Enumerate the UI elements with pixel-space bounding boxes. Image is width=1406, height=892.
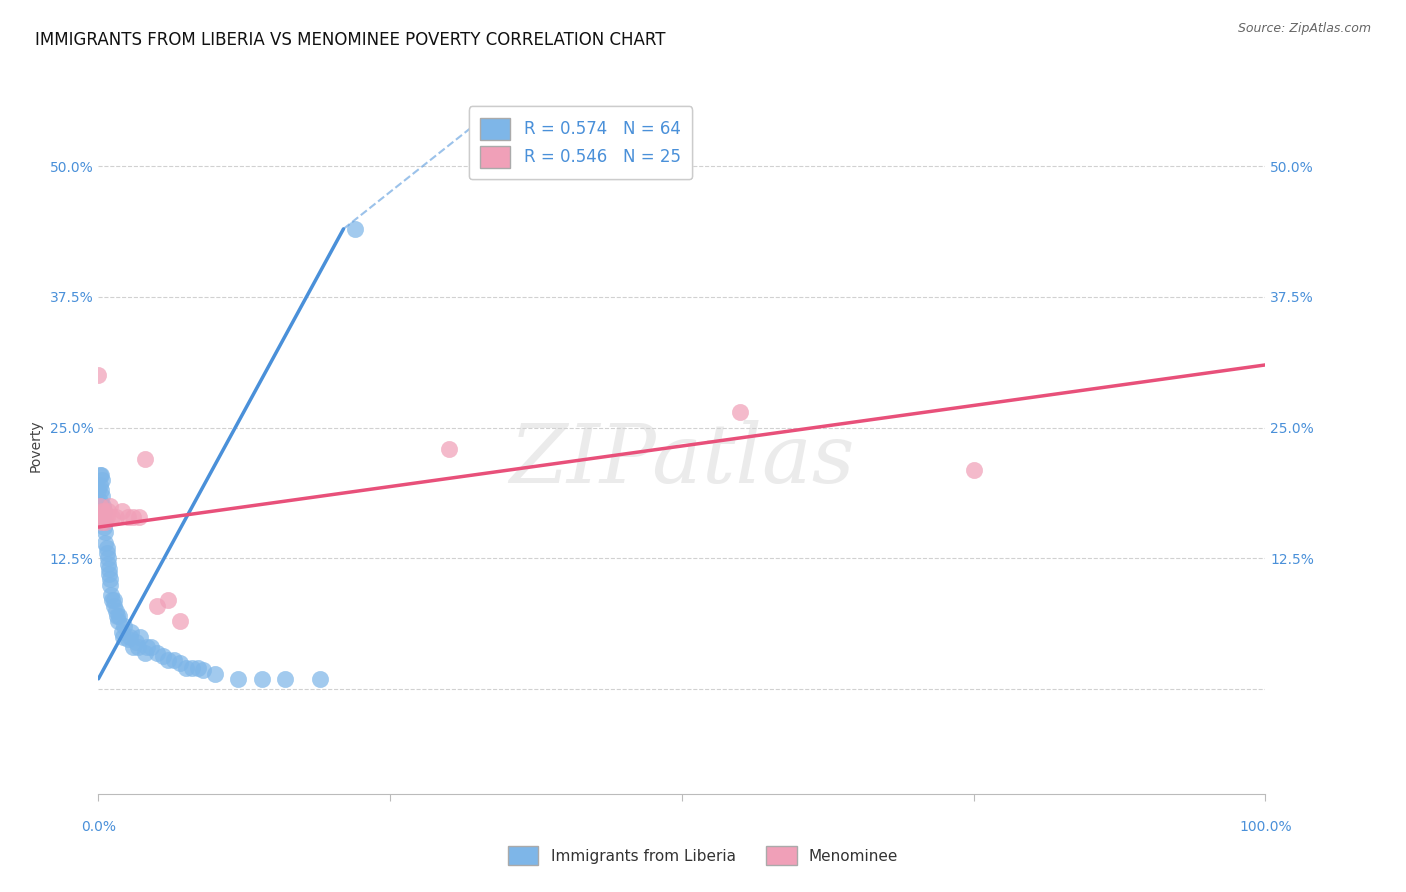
Point — [90, 509, 112, 524]
Point — [93, 504, 115, 518]
Point — [91, 509, 114, 524]
Point — [152, 648, 174, 663]
Point — [90, 467, 112, 482]
Point — [118, 630, 141, 644]
Point — [89, 494, 111, 508]
Point — [100, 588, 122, 602]
Point — [97, 551, 120, 566]
Point — [169, 614, 191, 628]
Point — [344, 222, 367, 236]
Point — [87, 504, 110, 518]
Point — [146, 599, 169, 613]
Point — [136, 640, 159, 655]
Point — [274, 672, 297, 686]
Point — [107, 614, 129, 628]
Point — [122, 640, 145, 655]
Text: Source: ZipAtlas.com: Source: ZipAtlas.com — [1237, 22, 1371, 36]
Point — [87, 483, 110, 498]
Point — [97, 504, 120, 518]
Point — [101, 593, 124, 607]
Point — [93, 520, 115, 534]
Point — [93, 515, 115, 529]
Point — [96, 509, 118, 524]
Point — [96, 546, 118, 560]
Point — [94, 515, 117, 529]
Point — [437, 442, 460, 456]
Point — [309, 672, 332, 686]
Point — [180, 661, 202, 675]
Point — [111, 630, 134, 644]
Point — [169, 656, 191, 670]
Point — [125, 635, 148, 649]
Point — [250, 672, 273, 686]
Point — [97, 562, 120, 576]
Point — [730, 405, 752, 419]
Point — [157, 653, 180, 667]
Point — [98, 573, 121, 587]
Point — [97, 567, 120, 582]
Point — [117, 632, 139, 646]
Text: 0.0%: 0.0% — [82, 820, 115, 834]
Point — [90, 473, 112, 487]
Point — [103, 593, 125, 607]
Point — [98, 577, 121, 591]
Point — [89, 499, 111, 513]
Y-axis label: Poverty: Poverty — [28, 420, 42, 472]
Point — [101, 509, 124, 524]
Point — [163, 653, 186, 667]
Point — [94, 525, 117, 540]
Point — [204, 666, 226, 681]
Point — [97, 557, 120, 571]
Legend: R = 0.574   N = 64, R = 0.546   N = 25: R = 0.574 N = 64, R = 0.546 N = 25 — [468, 106, 692, 179]
Point — [108, 609, 131, 624]
Text: IMMIGRANTS FROM LIBERIA VS MENOMINEE POVERTY CORRELATION CHART: IMMIGRANTS FROM LIBERIA VS MENOMINEE POV… — [35, 31, 665, 49]
Point — [139, 640, 162, 655]
Point — [146, 646, 169, 660]
Point — [90, 515, 112, 529]
Point — [962, 462, 984, 476]
Point — [103, 599, 125, 613]
Point — [128, 509, 150, 524]
Point — [134, 452, 156, 467]
Point — [94, 535, 117, 549]
Point — [228, 672, 250, 686]
Point — [98, 499, 121, 513]
Point — [90, 483, 112, 498]
Point — [91, 509, 114, 524]
Point — [157, 593, 180, 607]
Point — [90, 504, 112, 518]
Point — [122, 509, 145, 524]
Point — [93, 504, 115, 518]
Point — [104, 604, 127, 618]
Point — [112, 619, 135, 633]
Text: 100.0%: 100.0% — [1239, 820, 1292, 834]
Point — [90, 499, 112, 513]
Point — [90, 509, 112, 524]
Point — [94, 509, 117, 524]
Legend: Immigrants from Liberia, Menominee: Immigrants from Liberia, Menominee — [502, 840, 904, 871]
Point — [104, 509, 127, 524]
Point — [120, 624, 142, 639]
Point — [91, 515, 114, 529]
Point — [87, 368, 110, 383]
Point — [96, 541, 118, 555]
Point — [134, 646, 156, 660]
Point — [127, 640, 149, 655]
Point — [174, 661, 197, 675]
Point — [89, 478, 111, 492]
Point — [111, 624, 134, 639]
Point — [187, 661, 209, 675]
Point — [111, 504, 134, 518]
Point — [193, 664, 215, 678]
Point — [89, 467, 111, 482]
Point — [105, 609, 128, 624]
Point — [90, 489, 112, 503]
Point — [91, 499, 114, 513]
Point — [90, 499, 112, 513]
Point — [129, 630, 152, 644]
Text: ZIPatlas: ZIPatlas — [509, 420, 855, 500]
Point — [117, 509, 139, 524]
